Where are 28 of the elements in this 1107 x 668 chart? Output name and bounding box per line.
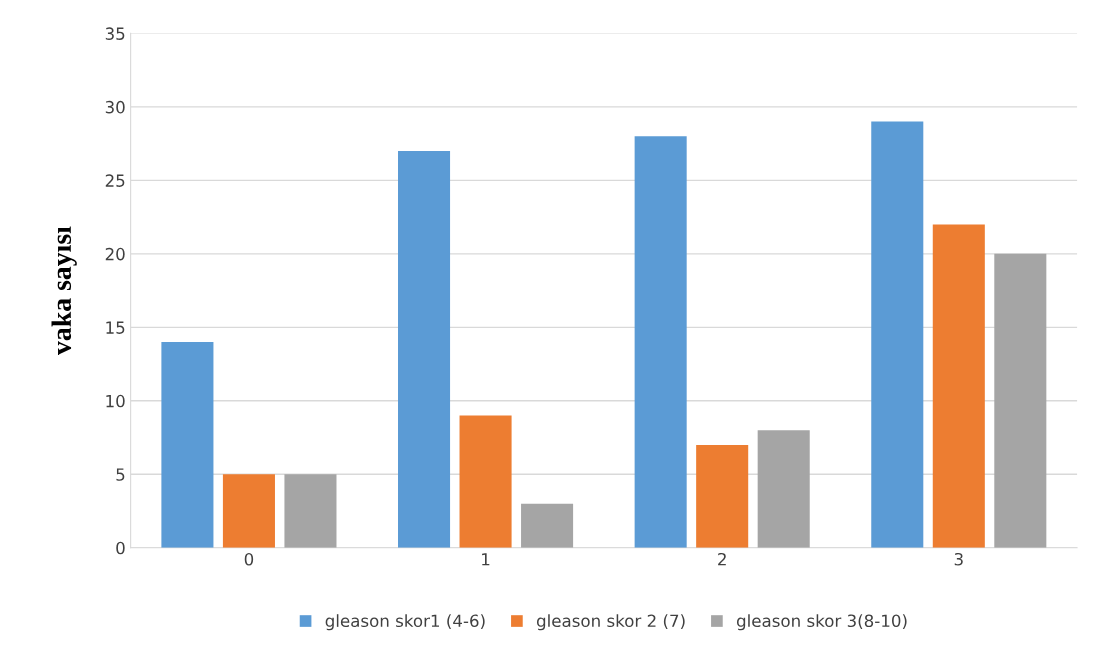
bar: [932, 224, 985, 548]
bar: [398, 150, 451, 548]
y-tick-label: 15: [106, 321, 125, 334]
bar: [994, 253, 1047, 548]
bar: [161, 342, 214, 548]
x-tick-label: 3: [954, 552, 963, 566]
bar: [757, 430, 810, 548]
bar: [459, 415, 512, 548]
bar: [696, 444, 749, 548]
x-tick-label: 0: [244, 552, 254, 566]
bar: [634, 136, 687, 548]
y-tick-label: 5: [116, 468, 125, 481]
y-tick-label: 35: [105, 27, 125, 40]
bar: [521, 503, 574, 548]
bar: [871, 121, 924, 548]
x-tick-label: 1: [482, 553, 490, 566]
y-tick-label: 10: [106, 394, 125, 408]
legend-label: gleason skor1 (4-6): [325, 614, 485, 631]
y-tick-label: 20: [105, 247, 125, 261]
y-tick-label: 0: [116, 541, 125, 555]
bar: [284, 474, 337, 548]
x-tick-label: 2: [718, 552, 726, 566]
legend-label: gleason skor 2 (7): [536, 614, 685, 631]
y-tick-label: 30: [105, 100, 125, 114]
y-axis-title: vaka sayısı: [51, 226, 77, 356]
bar: [222, 474, 275, 548]
legend-label: gleason skor 3(8-10): [736, 614, 907, 631]
y-tick-label: 25: [105, 174, 125, 187]
